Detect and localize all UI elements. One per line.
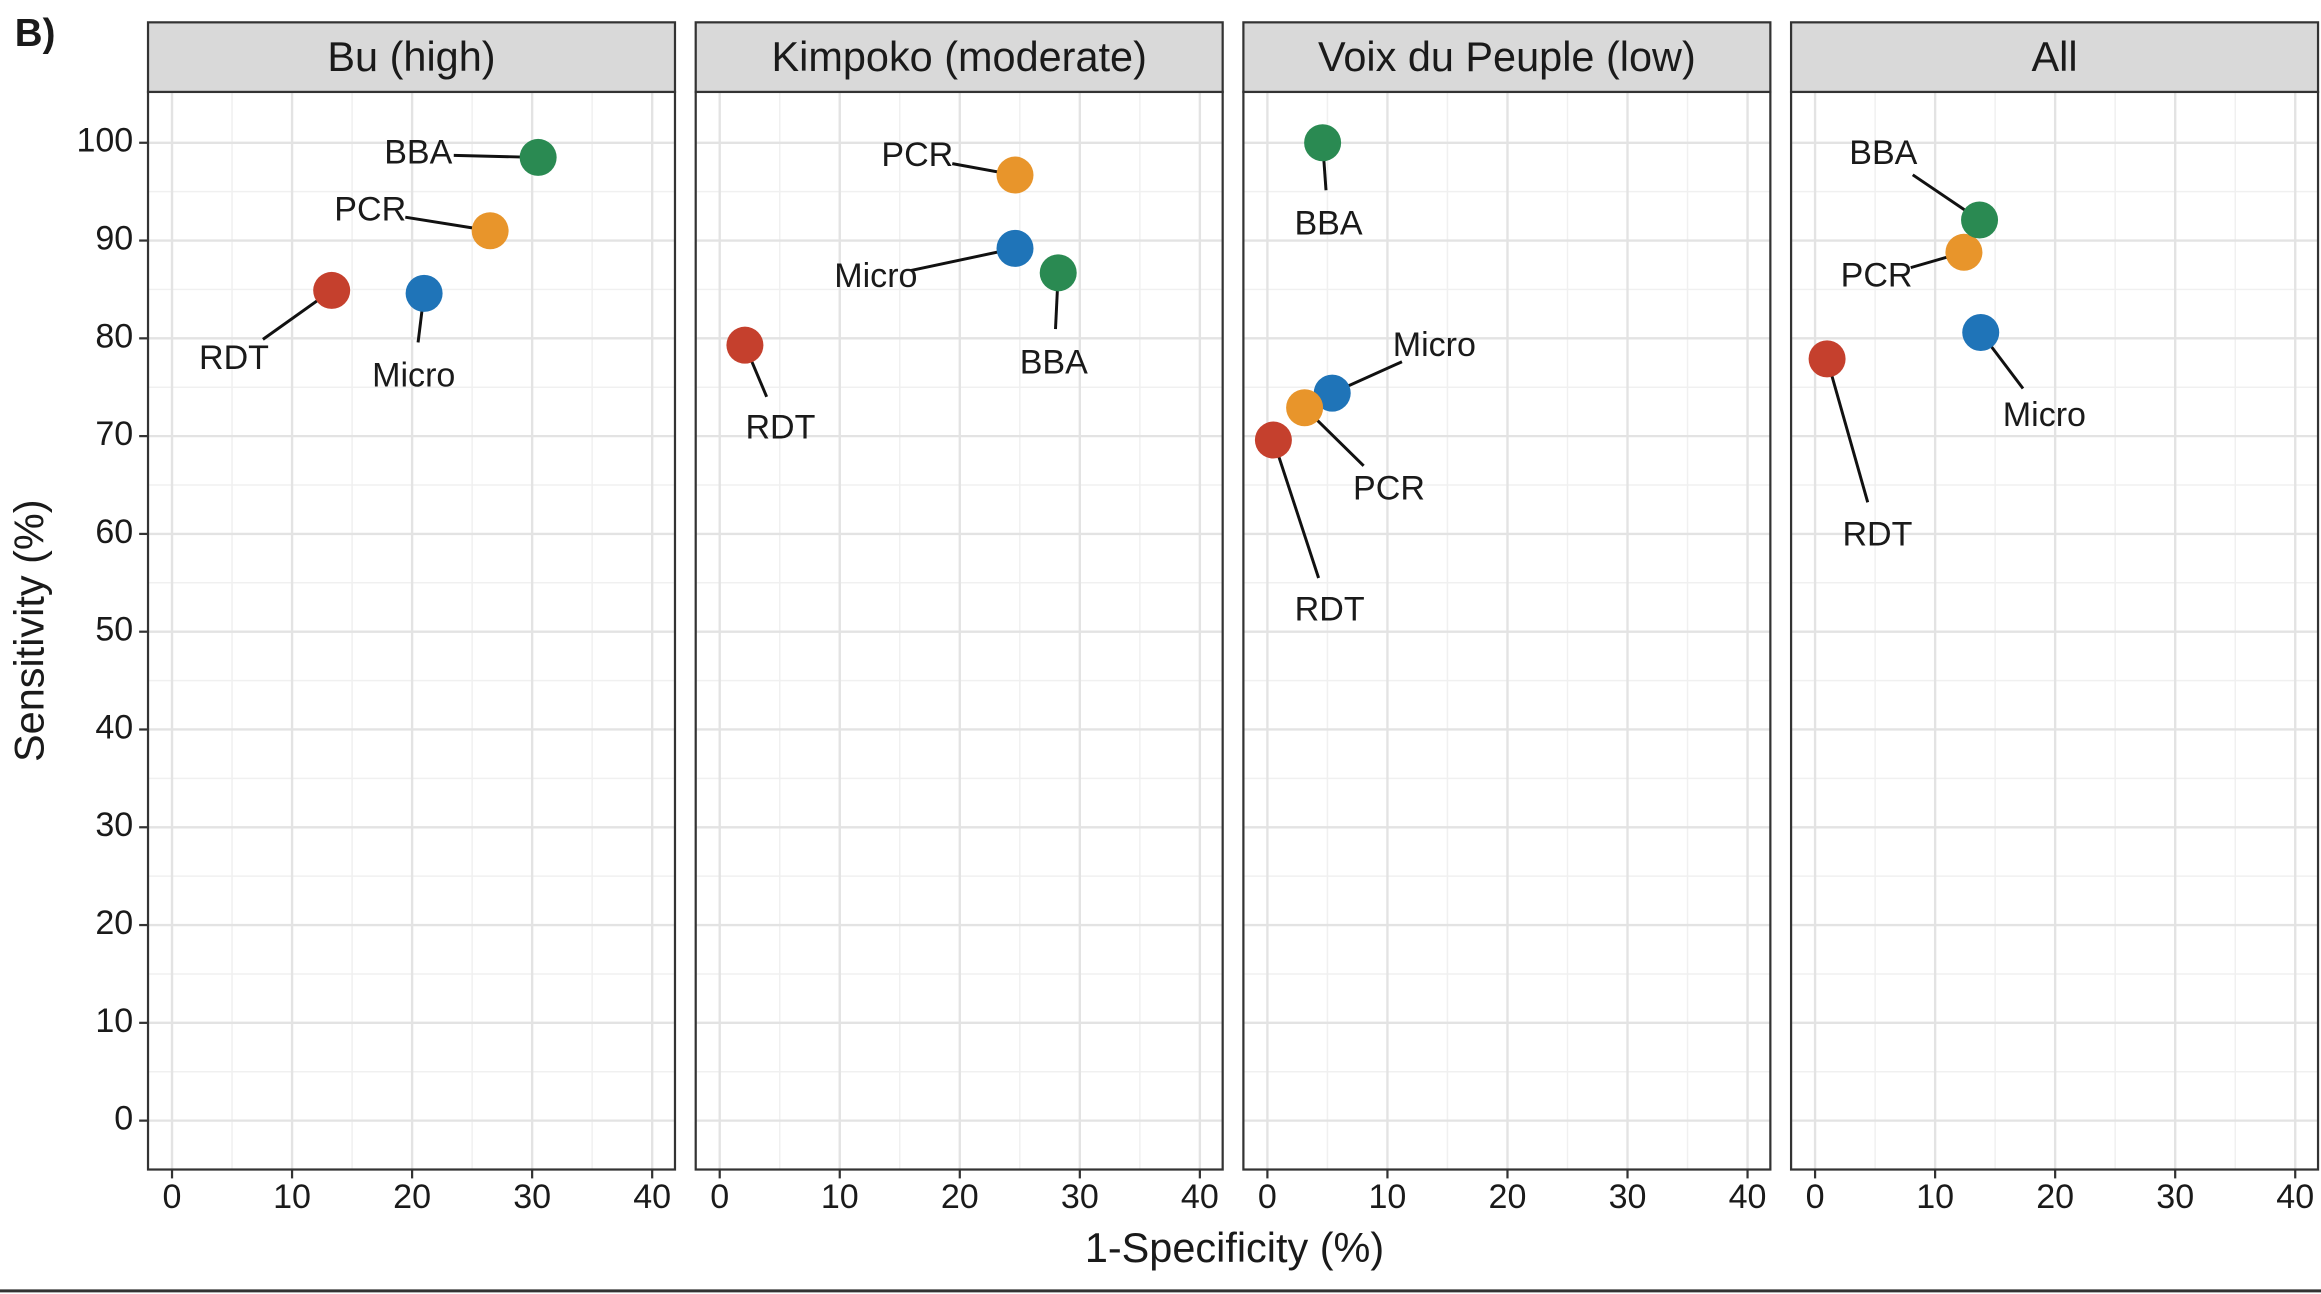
strip xyxy=(1789,21,2320,94)
point xyxy=(1254,421,1292,459)
leader-line xyxy=(1825,358,1870,503)
x-tick-label: 20 xyxy=(393,1178,431,1216)
point xyxy=(726,326,764,364)
x-tick-label: 20 xyxy=(1489,1178,1527,1216)
x-tick-label: 0 xyxy=(710,1178,729,1216)
point xyxy=(471,212,509,250)
x-tick-label: 30 xyxy=(1061,1178,1099,1216)
y-tick-label: 50 xyxy=(95,611,133,649)
point-label: RDT xyxy=(745,409,815,447)
y-tick-label: 30 xyxy=(95,806,133,844)
strip xyxy=(1242,21,1772,94)
x-tick-label: 0 xyxy=(1258,1178,1277,1216)
y-tick-label: 60 xyxy=(95,513,133,551)
point xyxy=(1962,313,2000,351)
x-tick-label: 20 xyxy=(941,1178,979,1216)
y-tick-label: 70 xyxy=(95,415,133,453)
y-tick-label: 20 xyxy=(95,904,133,942)
point-label: Micro xyxy=(834,257,917,295)
point xyxy=(1286,389,1324,427)
panel-title: Kimpoko (moderate) xyxy=(771,33,1146,80)
y-tick-label: 100 xyxy=(76,122,133,160)
x-tick-label: 40 xyxy=(633,1178,671,1216)
point xyxy=(405,274,443,312)
x-tick-label: 10 xyxy=(821,1178,859,1216)
y-tick-label: 0 xyxy=(114,1100,133,1138)
x-tick-label: 10 xyxy=(273,1178,311,1216)
x-axis-label: 1-Specificity (%) xyxy=(1085,1224,1384,1271)
point xyxy=(996,156,1034,194)
x-tick-label: 30 xyxy=(513,1178,551,1216)
panel-label: B) xyxy=(15,12,56,55)
point-label: BBA xyxy=(1020,344,1088,382)
point xyxy=(1039,254,1077,292)
leader-line xyxy=(1271,439,1320,579)
panel-title: Bu (high) xyxy=(327,33,495,80)
strip xyxy=(694,21,1224,94)
point xyxy=(1313,374,1351,412)
point-label: Micro xyxy=(2003,396,2086,434)
x-tick-label: 40 xyxy=(2276,1178,2314,1216)
point-label: Micro xyxy=(1393,326,1476,364)
point xyxy=(1304,124,1342,162)
strip xyxy=(146,21,677,94)
y-tick-label: 80 xyxy=(95,317,133,355)
point-label: BBA xyxy=(1849,134,1917,172)
point-label: RDT xyxy=(1842,515,1912,553)
point-label: RDT xyxy=(199,339,269,377)
x-tick-label: 0 xyxy=(1806,1178,1825,1216)
point xyxy=(1961,201,1999,239)
point xyxy=(519,138,557,176)
x-tick-label: 40 xyxy=(1729,1178,1767,1216)
point-label: PCR xyxy=(1841,256,1913,294)
x-tick-label: 20 xyxy=(2036,1178,2074,1216)
x-tick-label: 40 xyxy=(1181,1178,1219,1216)
panel-title: Voix du Peuple (low) xyxy=(1318,33,1696,80)
point-label: BBA xyxy=(384,133,452,171)
point xyxy=(996,229,1034,267)
y-axis-label: Sensitivity (%) xyxy=(6,499,53,762)
point xyxy=(1808,340,1846,378)
x-tick-label: 10 xyxy=(1369,1178,1407,1216)
x-tick-label: 0 xyxy=(163,1178,182,1216)
x-tick-label: 30 xyxy=(2156,1178,2194,1216)
point-label: BBA xyxy=(1294,205,1362,243)
point xyxy=(1945,233,1983,271)
x-tick-label: 10 xyxy=(1916,1178,1954,1216)
point-label: PCR xyxy=(334,191,406,229)
y-tick-label: 40 xyxy=(95,708,133,746)
point-label: PCR xyxy=(1353,470,1425,508)
y-tick-label: 10 xyxy=(95,1002,133,1040)
panel-title: All xyxy=(2032,33,2078,80)
point-label: RDT xyxy=(1295,591,1365,629)
y-tick-label: 90 xyxy=(95,220,133,258)
point-label: PCR xyxy=(881,136,953,174)
point xyxy=(313,271,351,309)
point-label: Micro xyxy=(372,357,455,395)
x-tick-label: 30 xyxy=(1609,1178,1647,1216)
